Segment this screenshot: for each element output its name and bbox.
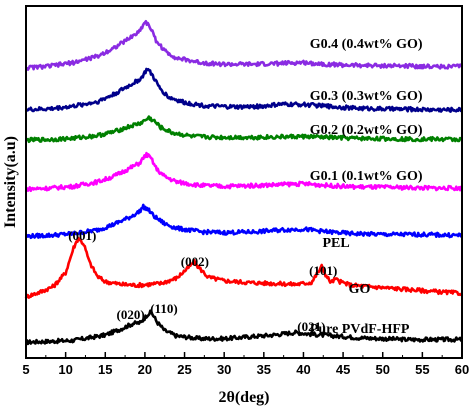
- x-axis-ticks: 5 10 15 20 25 30 35 40 45 50 55 60: [22, 352, 469, 377]
- peak-annotation-5: (101): [309, 263, 337, 278]
- x-axis-title: 2θ(deg): [218, 389, 269, 406]
- x-tick-label-3: 20: [138, 362, 152, 377]
- y-axis-title: Intensity(a.u): [2, 136, 19, 228]
- peak-annotation-3: (001): [68, 228, 96, 243]
- series-line-6: [25, 20, 464, 71]
- series-label-0: Pure PVdF-HFP: [310, 322, 410, 337]
- series-label-4: G0.2 (0.2wt% GO): [310, 123, 423, 138]
- x-tick-label-5: 30: [217, 362, 231, 377]
- peak-annotations: (020) (110) (021) (001) (002) (101): [68, 228, 337, 334]
- series-line-2: [24, 203, 463, 240]
- peak-annotation-1: (110): [150, 301, 177, 316]
- x-tick-label-2: 15: [98, 362, 112, 377]
- x-tick-label-7: 40: [296, 362, 310, 377]
- x-tick-label-11: 60: [455, 362, 469, 377]
- x-tick-label-4: 25: [177, 362, 191, 377]
- series-label-1: GO: [349, 282, 371, 297]
- series-label-6: G0.4 (0.4wt% GO): [310, 37, 423, 52]
- series-line-5: [24, 67, 463, 113]
- x-tick-label-6: 35: [257, 362, 271, 377]
- x-tick-label-9: 50: [375, 362, 389, 377]
- x-tick-label-10: 55: [415, 362, 429, 377]
- series-line-1: [24, 236, 464, 299]
- x-tick-label-0: 5: [22, 362, 29, 377]
- series-labels: Pure PVdF-HFP GO PEL G0.1 (0.1wt% GO) G0.2 (…: [310, 37, 423, 337]
- series-line-3: [25, 151, 463, 193]
- x-tick-label-1: 10: [58, 362, 72, 377]
- series-lines: [24, 20, 464, 346]
- peak-annotation-0: (020): [117, 307, 145, 322]
- series-label-2: PEL: [322, 236, 349, 251]
- series-label-5: G0.3 (0.3wt% GO): [310, 89, 423, 104]
- series-line-4: [25, 115, 463, 144]
- peak-annotation-2: (021): [297, 319, 325, 334]
- series-label-3: G0.1 (0.1wt% GO): [310, 169, 423, 184]
- series-line-0: [25, 309, 463, 346]
- x-tick-label-8: 45: [336, 362, 350, 377]
- peak-annotation-4: (002): [181, 254, 209, 269]
